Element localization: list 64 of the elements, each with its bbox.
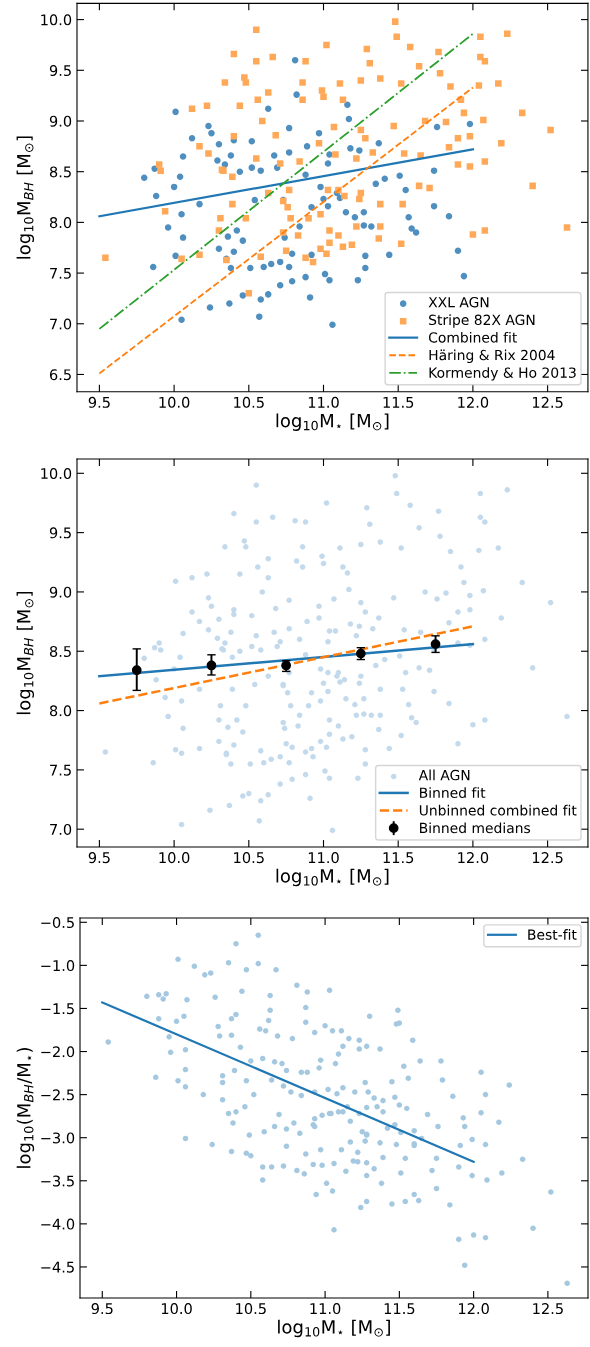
x-tick-label: 12.0 — [458, 1303, 489, 1315]
y-tick-label: 8.5 — [49, 645, 71, 657]
x-tick-label: 11.0 — [308, 396, 339, 408]
y-tick-label: −0.5 — [41, 917, 74, 929]
y-axis-title: log$_{10}$(M$_{BH}$/M$_{⋆}$) — [16, 1048, 35, 1168]
x-tick-label: 9.5 — [88, 396, 110, 408]
y-tick-label: −1.5 — [41, 1003, 74, 1015]
y-tick-label: 9.0 — [49, 586, 72, 598]
x-tick-label: 10.5 — [234, 396, 264, 408]
y-tick-label: 8.0 — [49, 705, 72, 717]
y-tick-label: 7.5 — [50, 267, 71, 279]
legend-label: Kormendy & Ho 2013 — [429, 367, 576, 381]
y-tick-label: 9.5 — [49, 65, 71, 77]
legend-label: Unbinned combined fit — [419, 804, 577, 816]
x-tick-label: 9.5 — [88, 852, 110, 864]
y-tick-label: 9.5 — [49, 527, 71, 539]
point — [430, 639, 441, 649]
x-tick-label: 10.0 — [161, 1303, 192, 1315]
legend-label: Stripe 82X AGN — [429, 314, 535, 328]
legend-label: Binned fit — [420, 787, 486, 798]
x-tick-label: 11.0 — [308, 852, 339, 864]
x-tick-label: 11.5 — [383, 397, 414, 408]
x-tick-label: 10.5 — [234, 852, 264, 864]
point — [206, 660, 217, 671]
y-tick-label: −3.0 — [41, 1132, 75, 1144]
y-tick-label: 7.5 — [50, 764, 71, 776]
x-tick-label: 12.5 — [532, 396, 563, 408]
x-tick-label: 11.0 — [310, 1303, 341, 1315]
x-axis-title: log$_{10}$M$_{⋆}$ [M$_{⊙}$] — [278, 1319, 390, 1338]
y-axis-title: log$_{10}$M$_{BH}$ [M$_{⊙}$] — [16, 136, 35, 259]
x-tick-label: 12.0 — [458, 396, 489, 408]
x-tick-label: 12.5 — [533, 1303, 563, 1315]
y-tick-label: 9.0 — [49, 115, 72, 127]
legend-label: All AGN — [418, 769, 470, 781]
legend-label: Combined fit — [428, 331, 518, 343]
x-axis-title: log$_{10}$M$_{⋆}$ [M$_{⊙}$] — [276, 868, 389, 887]
y-axis-title: log$_{10}$M$_{BH}$ [M$_{⊙}$] — [16, 591, 35, 715]
x-tick-label: 11.5 — [383, 852, 414, 864]
y-tick-label: −2.0 — [41, 1046, 75, 1058]
y-tick-label: 10.0 — [41, 468, 72, 480]
y-tick-label: 8.5 — [49, 166, 71, 178]
x-tick-label: 10.0 — [159, 852, 190, 864]
y-tick-label: 8.0 — [49, 217, 72, 229]
x-tick-label: 11.5 — [384, 1303, 415, 1315]
y-tick-label: 7.0 — [50, 823, 72, 835]
y-tick-label: 10.0 — [41, 14, 72, 26]
x-tick-label: 10.5 — [236, 1303, 266, 1315]
x-axis-title: log$_{10}$M$_{⋆}$ [M$_{⊙}$] — [276, 413, 389, 431]
y-tick-label: −4.0 — [41, 1218, 75, 1230]
y-tick-label: −1.0 — [41, 960, 75, 972]
y-tick-label: 7.0 — [50, 318, 72, 330]
x-tick-label: 10.0 — [159, 396, 190, 408]
legend-label: XXL AGN — [428, 296, 489, 308]
x-tick-label: 9.5 — [91, 1303, 113, 1315]
legend-label: Binned medians — [420, 822, 531, 834]
y-tick-label: −4.5 — [41, 1261, 74, 1273]
point — [131, 665, 142, 676]
x-tick-label: 12.0 — [458, 852, 489, 864]
legend-label: Best-fit — [528, 929, 577, 940]
y-tick-label: −2.5 — [41, 1089, 74, 1101]
x-tick-label: 12.5 — [532, 852, 563, 864]
y-tick-label: 6.5 — [49, 369, 71, 381]
legend-label: Häring & Rix 2004 — [429, 349, 555, 363]
y-tick-label: −3.5 — [41, 1175, 74, 1187]
